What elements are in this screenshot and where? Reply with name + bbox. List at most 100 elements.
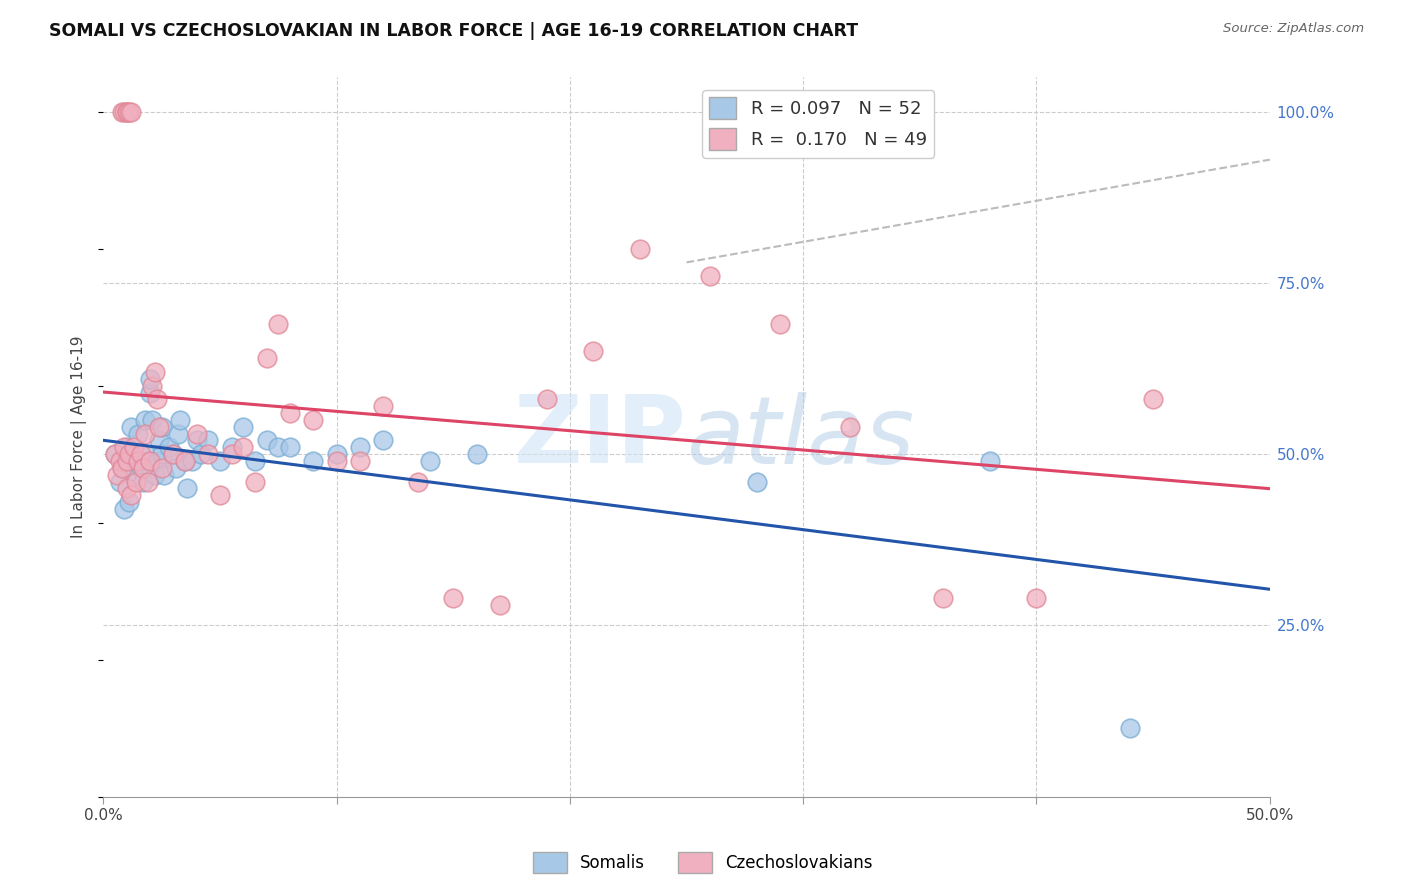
Point: [122, 467, 145, 482]
Point: [536, 392, 558, 407]
Point: [146, 454, 169, 468]
Point: [243, 475, 266, 489]
Point: [838, 419, 860, 434]
Point: [112, 440, 135, 454]
Point: [115, 454, 138, 468]
Point: [373, 399, 395, 413]
Text: Source: ZipAtlas.com: Source: ZipAtlas.com: [1223, 22, 1364, 36]
Point: [169, 413, 191, 427]
Point: [162, 447, 184, 461]
Text: ZIP: ZIP: [513, 391, 686, 483]
Point: [406, 475, 429, 489]
Point: [129, 461, 152, 475]
Point: [208, 488, 231, 502]
Point: [104, 447, 127, 461]
Y-axis label: In Labor Force | Age 16-19: In Labor Force | Age 16-19: [72, 335, 87, 538]
Point: [932, 591, 955, 605]
Point: [267, 440, 290, 454]
Point: [190, 447, 212, 461]
Point: [278, 440, 301, 454]
Point: [141, 413, 163, 427]
Point: [628, 242, 651, 256]
Point: [489, 598, 512, 612]
Point: [146, 392, 169, 407]
Point: [173, 454, 195, 468]
Point: [148, 434, 170, 448]
Point: [186, 426, 208, 441]
Point: [120, 488, 142, 502]
Text: atlas: atlas: [686, 392, 915, 483]
Point: [120, 447, 142, 461]
Point: [139, 454, 162, 468]
Point: [162, 447, 184, 461]
Point: [197, 447, 219, 461]
Point: [243, 454, 266, 468]
Point: [104, 447, 127, 461]
Point: [208, 454, 231, 468]
Legend: R = 0.097   N = 52, R =  0.170   N = 49: R = 0.097 N = 52, R = 0.170 N = 49: [702, 90, 934, 158]
Point: [150, 461, 173, 475]
Point: [153, 467, 176, 482]
Point: [111, 104, 134, 119]
Point: [302, 413, 325, 427]
Point: [115, 104, 138, 119]
Point: [441, 591, 464, 605]
Point: [465, 447, 488, 461]
Text: SOMALI VS CZECHOSLOVAKIAN IN LABOR FORCE | AGE 16-19 CORRELATION CHART: SOMALI VS CZECHOSLOVAKIAN IN LABOR FORCE…: [49, 22, 858, 40]
Point: [139, 385, 162, 400]
Point: [127, 426, 149, 441]
Point: [176, 482, 198, 496]
Point: [373, 434, 395, 448]
Point: [122, 440, 145, 454]
Point: [132, 475, 155, 489]
Point: [125, 475, 148, 489]
Point: [129, 447, 152, 461]
Point: [180, 454, 202, 468]
Point: [221, 447, 243, 461]
Point: [349, 454, 371, 468]
Point: [136, 454, 159, 468]
Point: [349, 440, 371, 454]
Point: [769, 317, 792, 331]
Point: [108, 454, 131, 468]
Point: [173, 454, 195, 468]
Point: [197, 434, 219, 448]
Point: [745, 475, 768, 489]
Point: [148, 419, 170, 434]
Point: [325, 454, 347, 468]
Point: [105, 467, 128, 482]
Point: [108, 475, 131, 489]
Point: [134, 447, 156, 461]
Point: [157, 440, 180, 454]
Point: [118, 495, 141, 509]
Point: [267, 317, 290, 331]
Point: [115, 104, 138, 119]
Point: [120, 419, 142, 434]
Point: [232, 440, 254, 454]
Legend: Somalis, Czechoslovakians: Somalis, Czechoslovakians: [527, 846, 879, 880]
Point: [115, 482, 138, 496]
Point: [150, 419, 173, 434]
Point: [127, 454, 149, 468]
Point: [979, 454, 1001, 468]
Point: [120, 104, 142, 119]
Point: [115, 454, 138, 468]
Point: [143, 467, 166, 482]
Point: [232, 419, 254, 434]
Point: [134, 413, 156, 427]
Point: [582, 344, 605, 359]
Point: [139, 372, 162, 386]
Point: [118, 104, 141, 119]
Point: [1142, 392, 1164, 407]
Point: [325, 447, 347, 461]
Point: [136, 475, 159, 489]
Point: [111, 461, 134, 475]
Point: [141, 378, 163, 392]
Point: [115, 440, 138, 454]
Point: [150, 447, 173, 461]
Point: [167, 426, 190, 441]
Point: [165, 461, 187, 475]
Point: [221, 440, 243, 454]
Point: [302, 454, 325, 468]
Point: [256, 434, 278, 448]
